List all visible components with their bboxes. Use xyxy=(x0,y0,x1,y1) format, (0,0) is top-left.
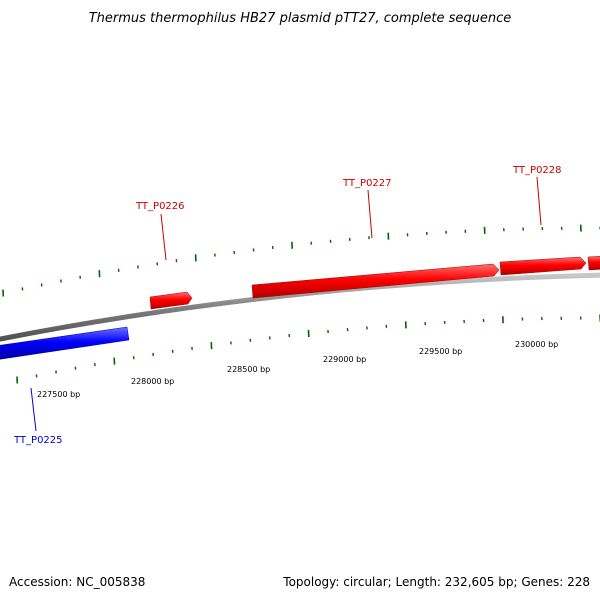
gene-label-tt-p0228[interactable]: TT_P0228 xyxy=(512,165,562,176)
gene-label-tt-p0227[interactable]: TT_P0227 xyxy=(342,178,392,189)
scale-label-229500: 229500 bp xyxy=(419,347,462,356)
gene-label-tt-p0225[interactable]: TT_P0225 xyxy=(13,435,63,446)
inner-tick-row xyxy=(16,314,600,384)
scale-label-228500: 228500 bp xyxy=(227,365,270,374)
topology-summary-text: Topology: circular; Length: 232,605 bp; … xyxy=(282,575,590,589)
map-title: Thermus thermophilus HB27 plasmid pTT27,… xyxy=(89,11,512,26)
outer-tick-row xyxy=(2,224,600,297)
accession-text: Accession: NC_005838 xyxy=(9,575,145,589)
label-line-tt-p0227 xyxy=(367,189,373,239)
gene-label-tt-p0226[interactable]: TT_P0226 xyxy=(135,201,185,212)
label-line-tt-p0225 xyxy=(30,387,37,432)
gene-tt-p0228[interactable] xyxy=(499,256,587,276)
gene-tt-p0227[interactable] xyxy=(251,263,500,299)
gene-tt-p0225[interactable] xyxy=(0,326,130,360)
gene-tt-p0226[interactable] xyxy=(149,291,193,310)
label-line-tt-p0226 xyxy=(160,213,167,261)
scale-label-227500: 227500 bp xyxy=(37,390,80,399)
plasmid-backbone xyxy=(0,272,600,342)
scale-label-229000: 229000 bp xyxy=(323,355,366,364)
gene-next-partial[interactable] xyxy=(587,256,600,271)
scale-label-230000: 230000 bp xyxy=(515,340,558,349)
scale-label-228000: 228000 bp xyxy=(131,377,174,386)
label-line-tt-p0228 xyxy=(536,176,542,226)
